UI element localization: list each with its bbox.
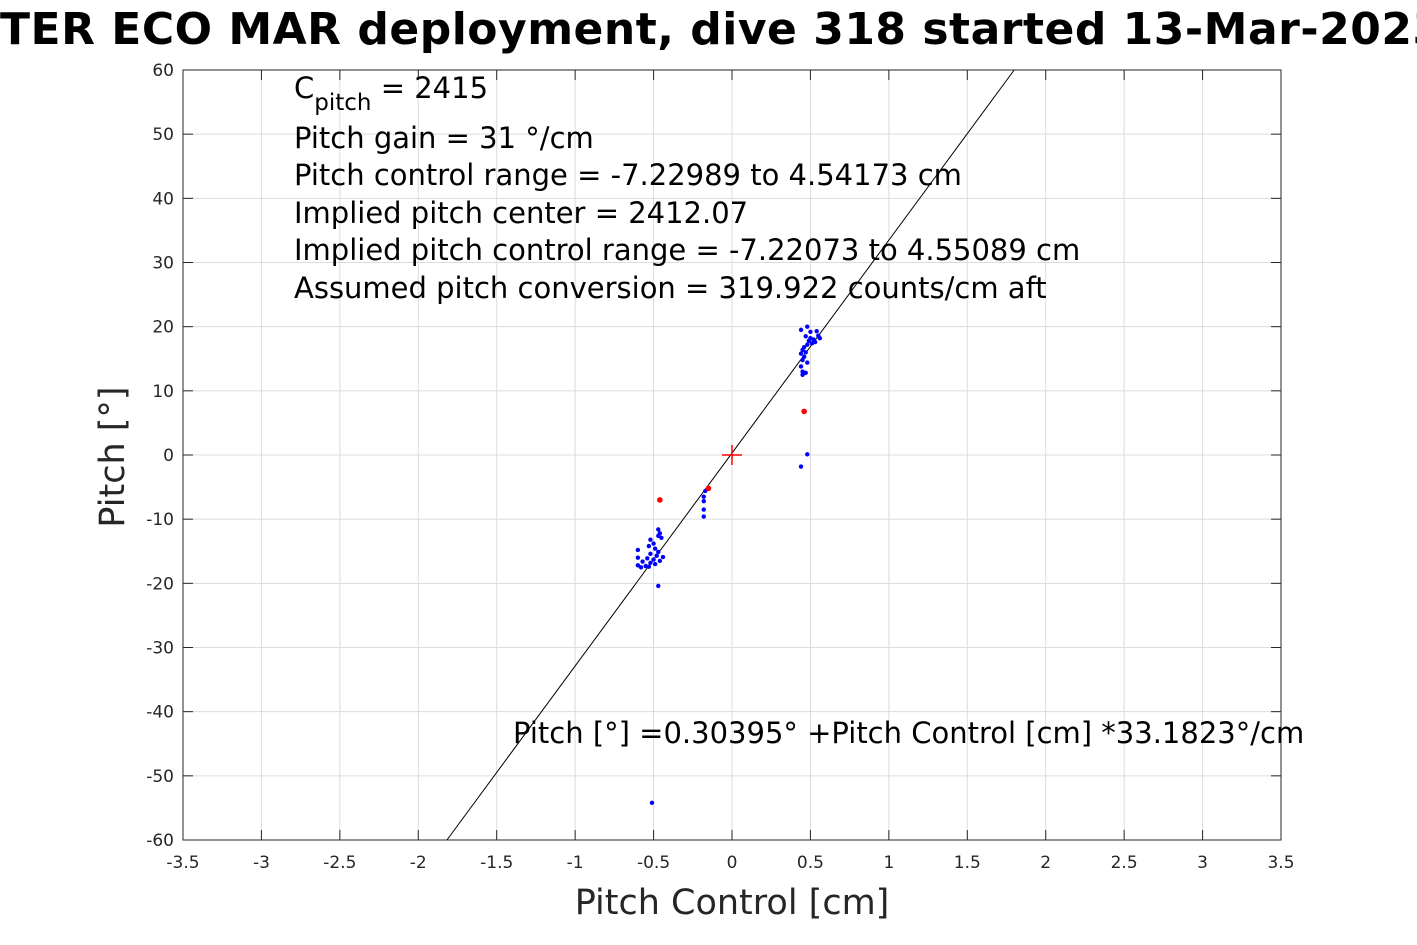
data-point xyxy=(798,351,804,356)
y-tick-label: -10 xyxy=(146,510,174,530)
y-axis-label: Pitch [°] xyxy=(93,386,133,527)
annotation-conversion: Assumed pitch conversion = 319.922 count… xyxy=(294,271,1047,305)
data-point xyxy=(805,452,810,457)
outlier-point xyxy=(801,408,807,415)
data-point xyxy=(648,537,653,542)
data-point xyxy=(638,565,644,570)
x-tick-label: -3 xyxy=(253,853,270,873)
annotation-center: Implied pitch center = 2412.07 xyxy=(294,196,748,230)
x-tick-label: -3.5 xyxy=(166,853,199,873)
data-point xyxy=(656,549,661,555)
data-point xyxy=(646,564,652,569)
y-tick-label: 40 xyxy=(152,189,174,209)
data-point xyxy=(798,364,804,369)
data-point xyxy=(805,360,810,365)
y-tick-label: 50 xyxy=(152,125,174,145)
data-point xyxy=(635,547,641,553)
data-point xyxy=(803,350,808,355)
data-point xyxy=(640,559,645,564)
data-points xyxy=(635,324,823,805)
outlier-point xyxy=(657,497,663,503)
data-point xyxy=(817,336,823,341)
x-tick-label: -2.5 xyxy=(323,853,356,873)
data-point xyxy=(659,535,664,540)
data-point xyxy=(800,372,805,377)
data-point xyxy=(800,347,805,352)
data-point xyxy=(649,800,655,805)
chart-title: TER ECO MAR deployment, dive 318 started… xyxy=(0,4,1417,55)
x-tick-label: 2 xyxy=(1040,853,1051,873)
y-tick-label: -50 xyxy=(146,767,174,787)
cpitch-symbol: C xyxy=(294,71,314,105)
x-axis-label: Pitch Control [cm] xyxy=(575,883,890,923)
annotation-fit-equation: Pitch [°] =0.30395° +Pitch Control [cm] … xyxy=(513,716,1304,750)
data-point xyxy=(806,338,812,343)
x-tick-label: 3 xyxy=(1197,853,1208,873)
data-point xyxy=(798,327,804,333)
data-point xyxy=(648,551,653,557)
x-tick-label: -2 xyxy=(410,853,427,873)
data-point xyxy=(798,464,804,469)
data-point xyxy=(656,583,661,589)
cpitch-value: = 2415 xyxy=(371,71,488,105)
x-tick-label: -1 xyxy=(567,853,584,873)
data-point xyxy=(814,328,819,334)
data-point xyxy=(651,557,656,562)
data-point xyxy=(808,329,813,334)
data-point xyxy=(805,342,810,347)
x-tick-label: -0.5 xyxy=(637,853,670,873)
center-marker-group xyxy=(722,445,742,465)
y-tick-label: 0 xyxy=(163,446,174,466)
x-tick-label: 1.5 xyxy=(954,853,981,873)
data-point xyxy=(701,494,706,499)
data-point xyxy=(803,334,808,339)
x-tick-label: 0.5 xyxy=(797,853,824,873)
data-point xyxy=(701,514,706,519)
y-tick-label: -30 xyxy=(146,639,174,659)
data-point xyxy=(701,499,706,504)
annotation-gain: Pitch gain = 31 °/cm xyxy=(294,121,594,155)
y-tick-label: -20 xyxy=(146,574,174,594)
y-tick-label: 20 xyxy=(152,318,174,338)
data-point xyxy=(645,556,650,561)
x-tick-label: 1 xyxy=(883,853,894,873)
annotation-cpitch: Cpitch = 2415 xyxy=(294,71,488,116)
data-point xyxy=(635,555,641,560)
y-tick-label: -60 xyxy=(146,831,174,851)
y-tick-label: 30 xyxy=(152,254,174,274)
outlier-point xyxy=(705,485,712,492)
annotation-implied-range: Implied pitch control range = -7.22073 t… xyxy=(294,233,1080,267)
data-point xyxy=(648,560,653,565)
data-point xyxy=(800,357,805,363)
y-tick-label: 60 xyxy=(152,61,174,81)
data-point xyxy=(652,546,658,551)
x-tick-label: -1.5 xyxy=(480,853,513,873)
cpitch-subscript: pitch xyxy=(314,90,371,116)
data-point xyxy=(654,553,659,558)
x-tick-label: 2.5 xyxy=(1111,853,1138,873)
y-tick-label: 10 xyxy=(152,382,174,402)
data-point xyxy=(657,558,663,564)
data-point xyxy=(646,543,652,549)
data-point xyxy=(809,341,815,346)
data-point xyxy=(651,541,656,546)
axis-ticks: -3.5 -3 -2.5 -2 -1.5 -1 -0.5 0 0.5 1 1.5 2 2.5 3 3.5 60… xyxy=(146,61,1294,873)
annotation-range: Pitch control range = -7.22989 to 4.5417… xyxy=(294,158,962,192)
data-point xyxy=(660,554,666,560)
data-point xyxy=(701,507,706,512)
data-point xyxy=(805,324,810,329)
data-point xyxy=(656,527,661,532)
x-tick-label: 3.5 xyxy=(1267,853,1294,873)
data-point xyxy=(652,561,658,567)
x-tick-label: 0 xyxy=(727,853,738,873)
y-tick-label: -40 xyxy=(146,703,174,723)
